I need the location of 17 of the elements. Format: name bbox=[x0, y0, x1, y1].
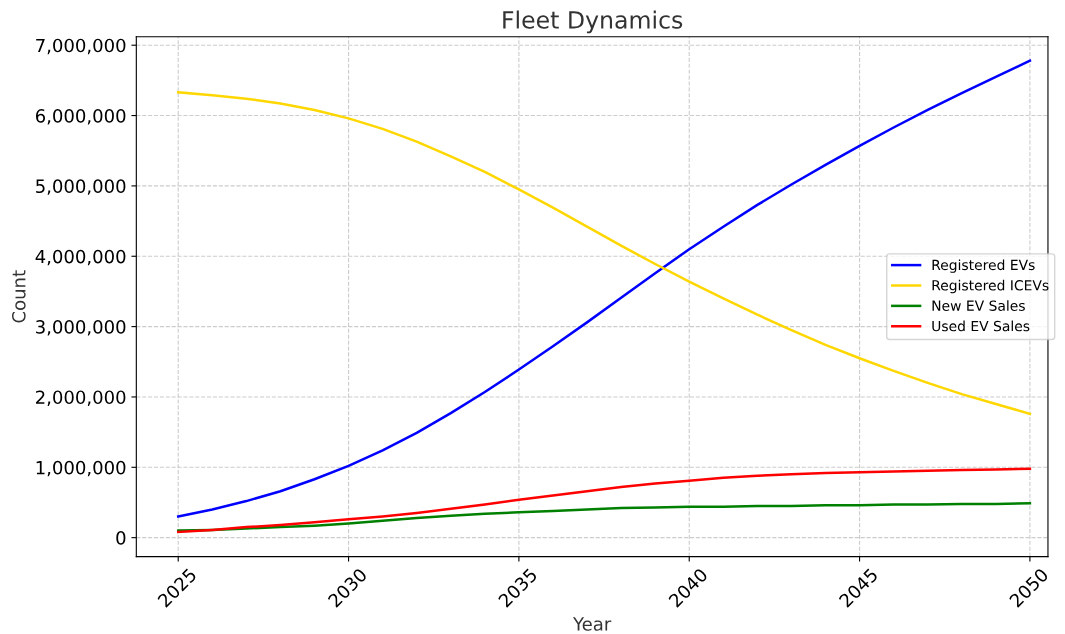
y-tick-label: 1,000,000 bbox=[36, 460, 126, 477]
line-series bbox=[176, 467, 1032, 534]
y-tick-label: 7,000,000 bbox=[36, 38, 126, 55]
legend-label: Registered EVs bbox=[932, 259, 1035, 273]
y-axis-title: Count bbox=[12, 270, 26, 323]
legend-label: New EV Sales bbox=[932, 300, 1025, 311]
y-tick-label: 0 bbox=[116, 531, 126, 545]
y-tick-label: 4,000,000 bbox=[35, 249, 126, 266]
y-tick-label: 6,000,000 bbox=[35, 109, 126, 125]
y-tick-label: 3,000,000 bbox=[36, 320, 126, 336]
legend-label: Registered ICEVs bbox=[932, 279, 1049, 294]
line-series bbox=[176, 501, 1032, 532]
y-tick-label: 5,000,000 bbox=[36, 179, 126, 195]
legend-label: Used EV Sales bbox=[932, 320, 1030, 332]
x-axis-title: Year bbox=[572, 617, 612, 631]
chart-title: Fleet Dynamics bbox=[503, 10, 683, 34]
y-tick-label: 2,000,000 bbox=[36, 390, 126, 406]
